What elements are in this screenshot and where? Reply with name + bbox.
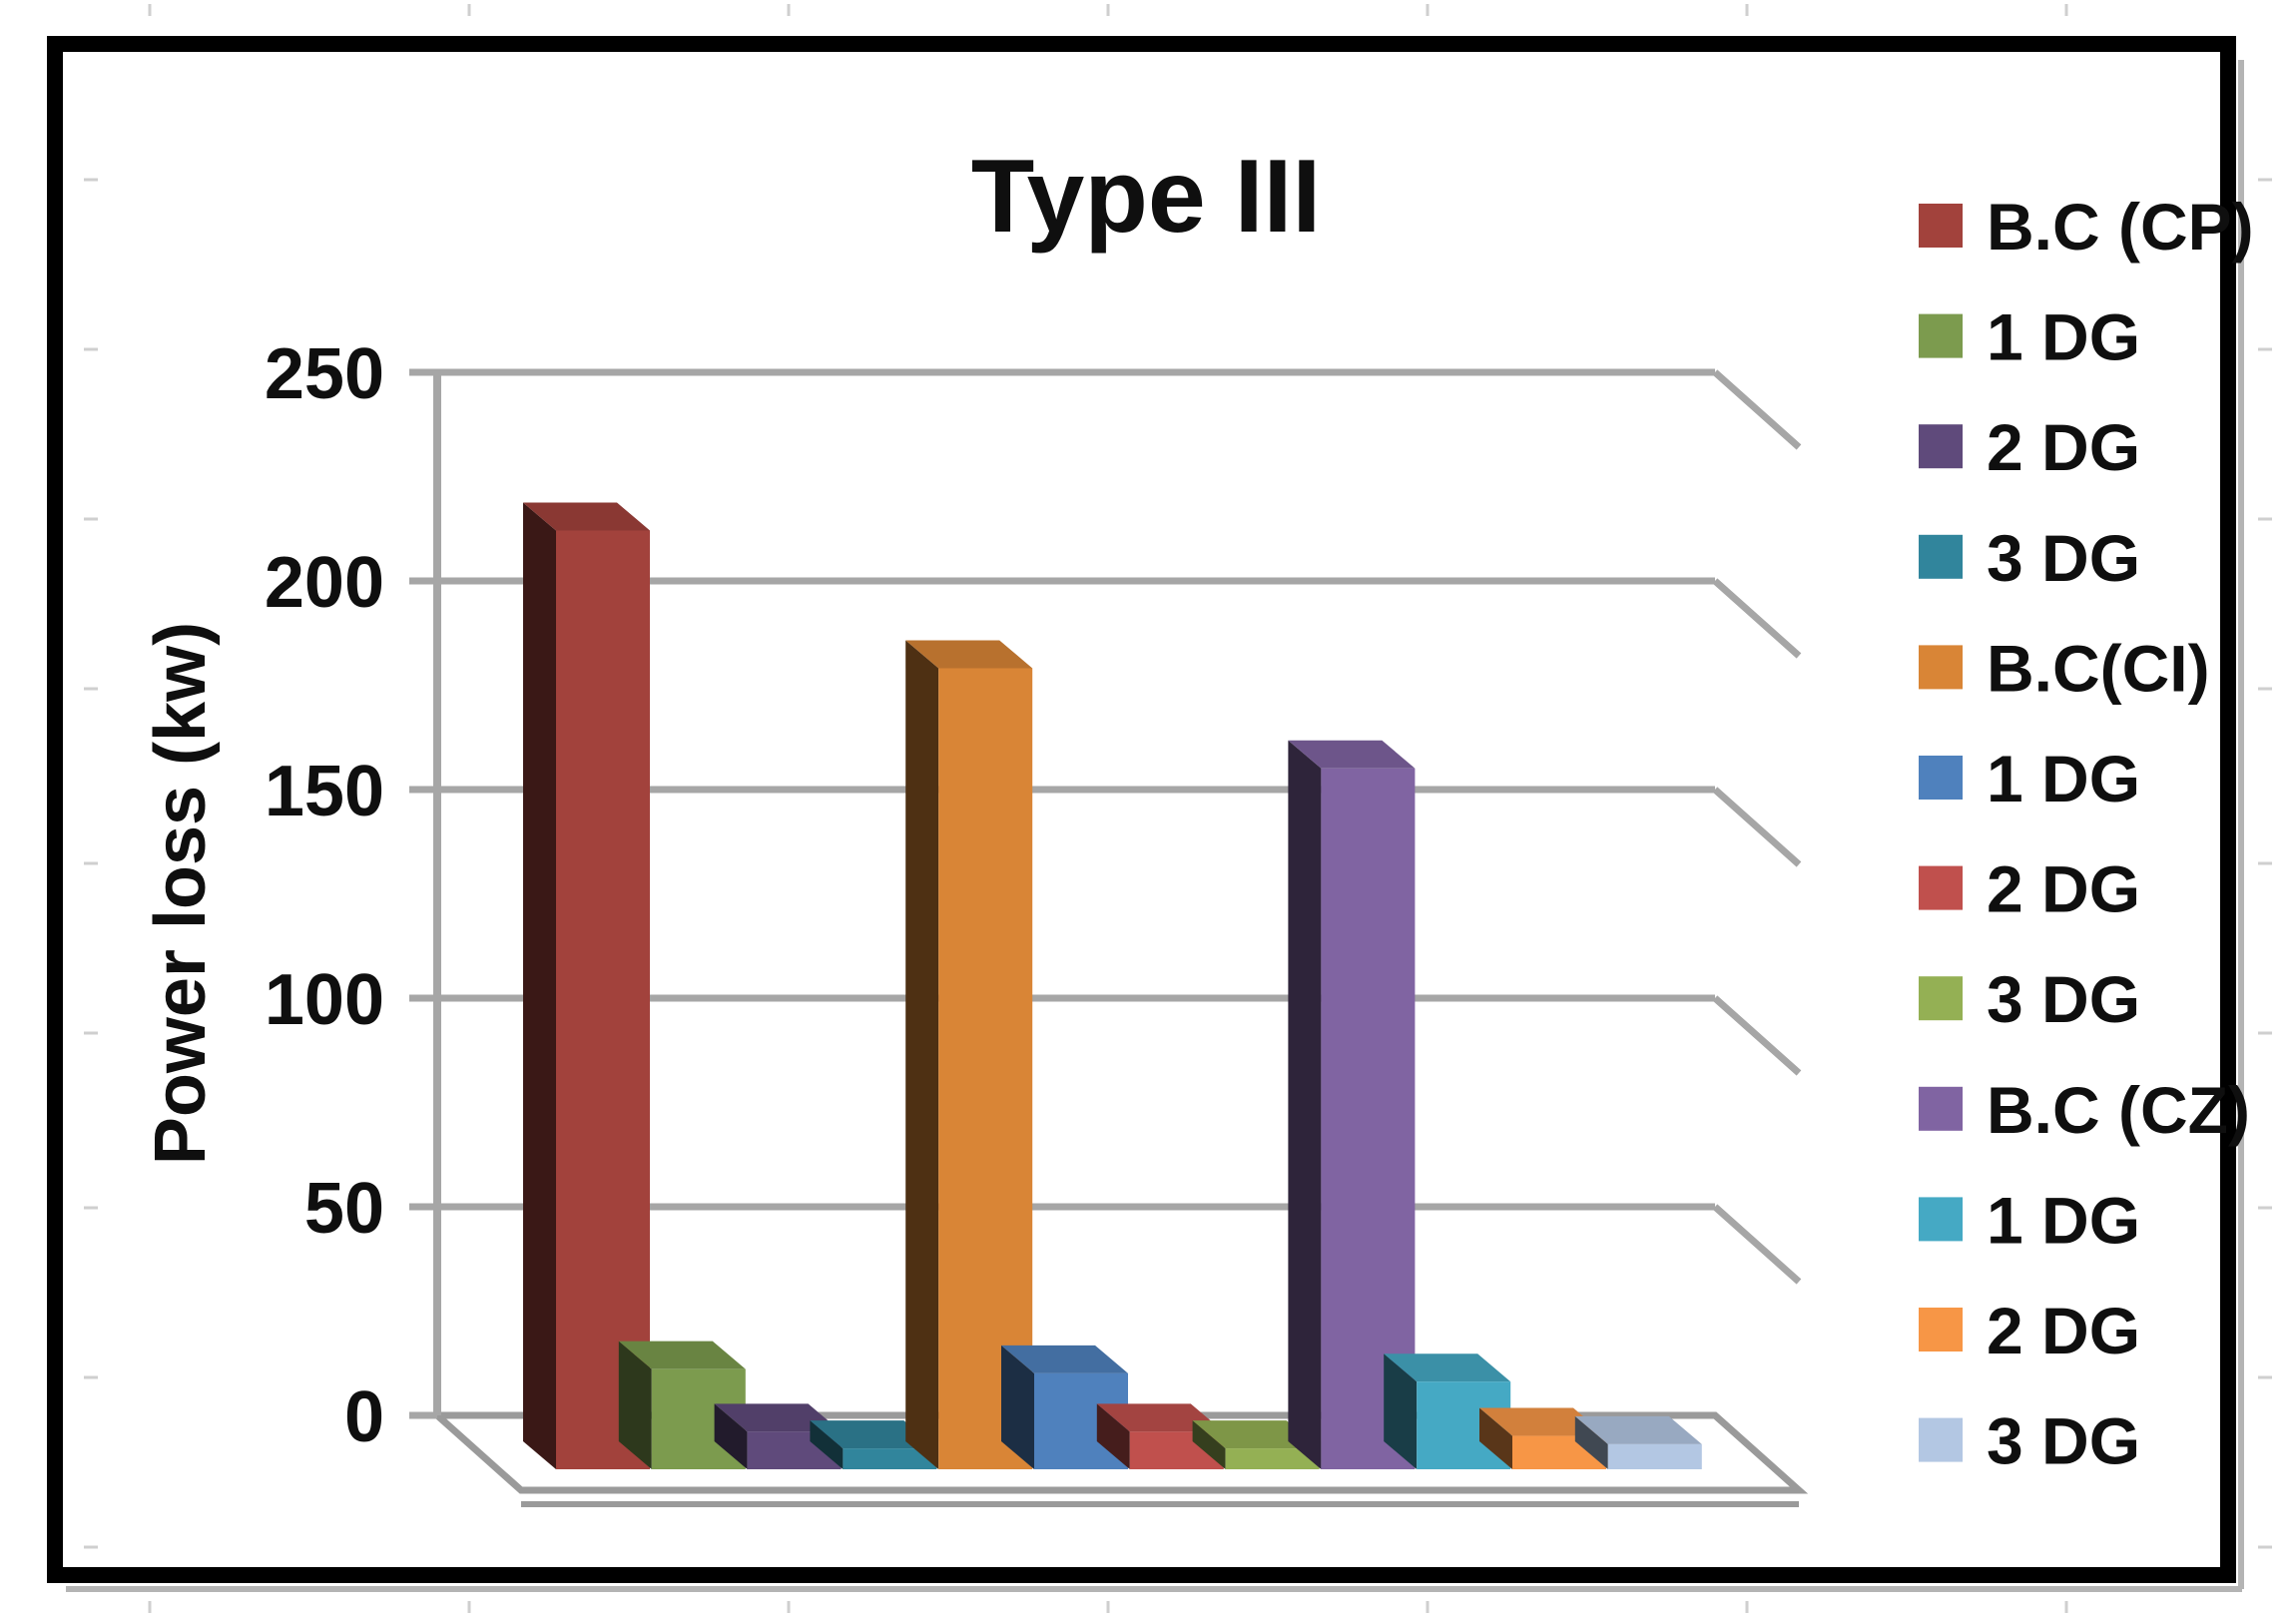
legend-item-CI-2-DG: 2 DG — [1919, 852, 2140, 926]
bar-CP-B.C-(CP) — [523, 502, 650, 1469]
legend-label: B.C (CP) — [1987, 190, 2254, 264]
bar-side-face — [714, 1403, 748, 1469]
legend-label: B.C(CI) — [1987, 631, 2210, 705]
bar-CI-B.C(CI) — [905, 640, 1033, 1469]
gridline-depth-250 — [1712, 369, 1802, 450]
bar-top-face — [1574, 1415, 1702, 1444]
y-tick-labels: 250 200 150 100 50 0 — [265, 334, 384, 1457]
bar-side-face — [810, 1420, 844, 1469]
legend-swatch — [1919, 424, 1963, 469]
bar-top-face — [714, 1403, 842, 1432]
legend-item-CP-2-DG: 2 DG — [1919, 410, 2140, 484]
bar-top-face — [1479, 1407, 1606, 1436]
bars-3d — [523, 502, 1702, 1469]
legend-item-CP-B.C-(CP): B.C (CP) — [1919, 190, 2254, 264]
bar-CZ-B.C-(CZ) — [1288, 740, 1416, 1469]
bar-side-face — [1192, 1420, 1226, 1469]
legend-swatch — [1919, 313, 1963, 358]
bar-top-face — [810, 1420, 937, 1449]
legend-label: 1 DG — [1987, 300, 2140, 374]
bar-front-face — [1321, 768, 1416, 1469]
bar-CZ-3-DG — [1574, 1415, 1702, 1469]
legend-label: 3 DG — [1987, 521, 2140, 595]
legend-swatch — [1919, 1086, 1963, 1131]
gridline-depth-100 — [1712, 995, 1802, 1076]
bar-front-face — [843, 1448, 937, 1469]
bar-top-face — [1096, 1403, 1224, 1432]
bar-side-face — [1001, 1345, 1034, 1469]
chart-title: Type III — [971, 139, 1322, 255]
legend-label: B.C (CZ) — [1987, 1073, 2250, 1147]
gridline-depth-50 — [1712, 1204, 1802, 1285]
y-tick-label-150: 150 — [265, 752, 384, 831]
y-tick-label-100: 100 — [265, 960, 384, 1040]
bar-top-face — [523, 502, 650, 531]
y-tick-label-50: 50 — [304, 1169, 384, 1249]
bar-side-face — [523, 502, 556, 1469]
legend-item-CP-3-DG: 3 DG — [1919, 521, 2140, 595]
y-tick-label-250: 250 — [265, 334, 384, 414]
figure-border — [47, 36, 2236, 1583]
bar-top-face — [1288, 740, 1416, 769]
gridline-depth-200 — [1712, 578, 1802, 659]
bar-side-face — [1096, 1403, 1130, 1469]
legend-item-CI-1-DG: 1 DG — [1919, 742, 2140, 815]
page-edge-marks — [84, 4, 2272, 1613]
legend-label: 2 DG — [1987, 410, 2140, 484]
gridlines — [437, 368, 1802, 1285]
legend-label: 1 DG — [1987, 1183, 2140, 1257]
bar-side-face — [1288, 740, 1322, 1469]
y-tick-label-0: 0 — [344, 1377, 384, 1457]
legend: B.C (CP) 1 DG 2 DG 3 DG B.C(CI) 1 DG 2 DG 3 DG B… — [1919, 190, 2254, 1478]
legend-item-CZ-3-DG: 3 DG — [1919, 1404, 2140, 1478]
bar-CI-3-DG — [1192, 1420, 1320, 1469]
bar-front-face — [1607, 1443, 1702, 1469]
legend-item-CZ-1-DG: 1 DG — [1919, 1183, 2140, 1257]
legend-swatch — [1919, 204, 1963, 248]
bar-front-face — [1225, 1448, 1320, 1469]
legend-label: 2 DG — [1987, 852, 2140, 926]
y-tick-label-200: 200 — [265, 543, 384, 623]
bar-side-face — [1479, 1407, 1512, 1469]
gridline-depth-150 — [1712, 787, 1802, 867]
legend-label: 3 DG — [1987, 962, 2140, 1036]
legend-label: 2 DG — [1987, 1294, 2140, 1367]
legend-item-CI-B.C(CI): B.C(CI) — [1919, 631, 2210, 705]
legend-swatch — [1919, 1197, 1963, 1242]
legend-item-CZ-2-DG: 2 DG — [1919, 1294, 2140, 1367]
y-axis-title: Power loss (kw) — [141, 622, 221, 1165]
legend-swatch — [1919, 645, 1963, 690]
legend-swatch — [1919, 865, 1963, 910]
legend-swatch — [1919, 534, 1963, 579]
legend-item-CP-1-DG: 1 DG — [1919, 300, 2140, 374]
bar-front-face — [938, 668, 1033, 1469]
legend-item-CZ-B.C-(CZ): B.C (CZ) — [1919, 1073, 2250, 1147]
legend-swatch — [1919, 1308, 1963, 1352]
bar-CP-1-DG — [618, 1341, 746, 1469]
bar-side-face — [905, 640, 939, 1469]
y-axis — [409, 368, 441, 1419]
bar-CP-3-DG — [810, 1420, 937, 1469]
bar-top-face — [905, 640, 1033, 669]
bar-side-face — [1574, 1415, 1608, 1469]
bar-front-face — [556, 530, 650, 1469]
bar-side-face — [1384, 1353, 1418, 1469]
legend-label: 3 DG — [1987, 1404, 2140, 1478]
legend-swatch — [1919, 756, 1963, 800]
bar-top-face — [1384, 1353, 1511, 1382]
legend-swatch — [1919, 1417, 1963, 1462]
bar-side-face — [618, 1341, 652, 1469]
legend-label: 1 DG — [1987, 742, 2140, 815]
bar-top-face — [618, 1341, 746, 1369]
legend-item-CI-3-DG: 3 DG — [1919, 962, 2140, 1036]
legend-swatch — [1919, 976, 1963, 1021]
bar-top-face — [1192, 1420, 1320, 1449]
bar-top-face — [1001, 1345, 1128, 1373]
